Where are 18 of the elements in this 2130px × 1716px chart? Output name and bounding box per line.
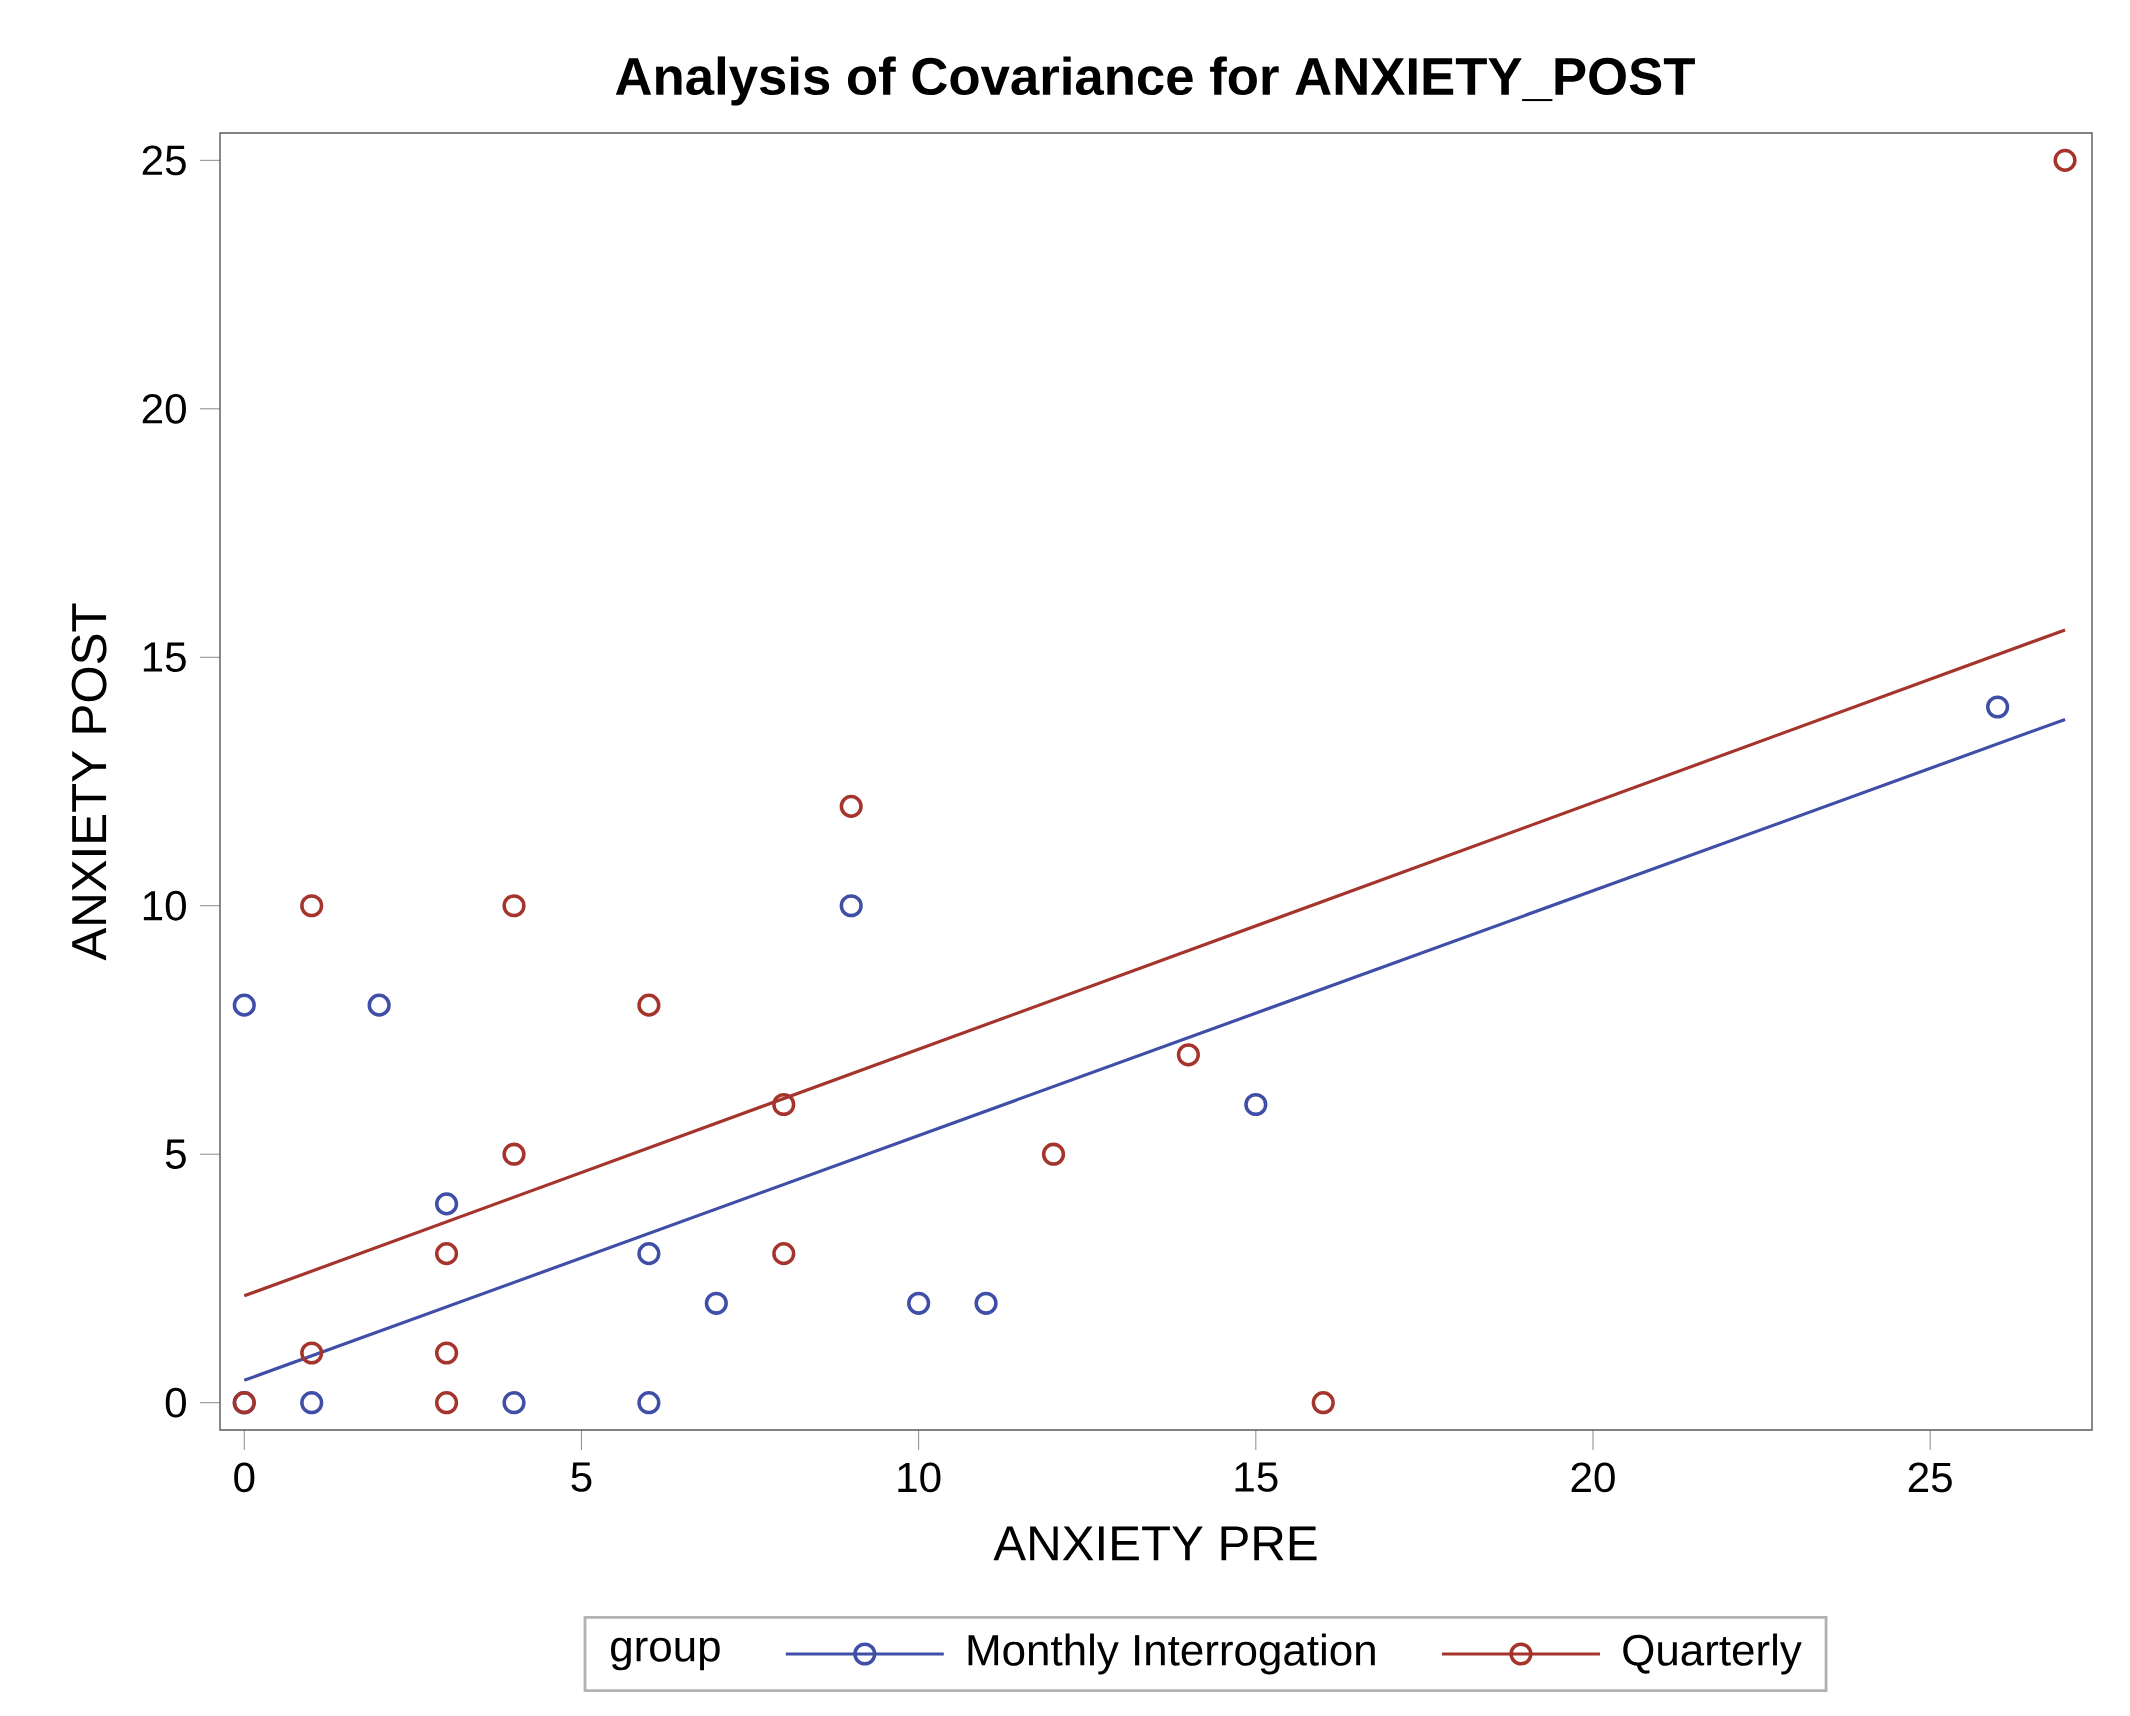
chart-title: Analysis of Covariance for ANXIETY_POST [615, 56, 1695, 106]
x-tick-label: 25 [1908, 1462, 1952, 1493]
y-tick-label: 20 [142, 393, 186, 424]
x-tick-label: 10 [898, 1462, 941, 1493]
y-tick-label: 15 [143, 642, 186, 672]
x-tick-label: 20 [1571, 1462, 1615, 1493]
x-tick-label: 5 [571, 1462, 592, 1492]
y-tick-label: 10 [143, 890, 186, 921]
legend-title: group [611, 1637, 720, 1671]
y-tick-label: 25 [142, 145, 186, 176]
legend-label: Monthly Interrogation [968, 1633, 1375, 1675]
y-tick-label: 0 [165, 1387, 186, 1418]
x-tick-label: 15 [1235, 1462, 1278, 1492]
x-axis-title: ANXIETY PRE [993, 1526, 1317, 1561]
x-tick-label: 0 [234, 1462, 255, 1493]
legend-label: Quarterly [1623, 1633, 1802, 1675]
y-tick-label: 5 [165, 1139, 186, 1169]
y-axis-title: ANXIETY POST [71, 603, 107, 961]
